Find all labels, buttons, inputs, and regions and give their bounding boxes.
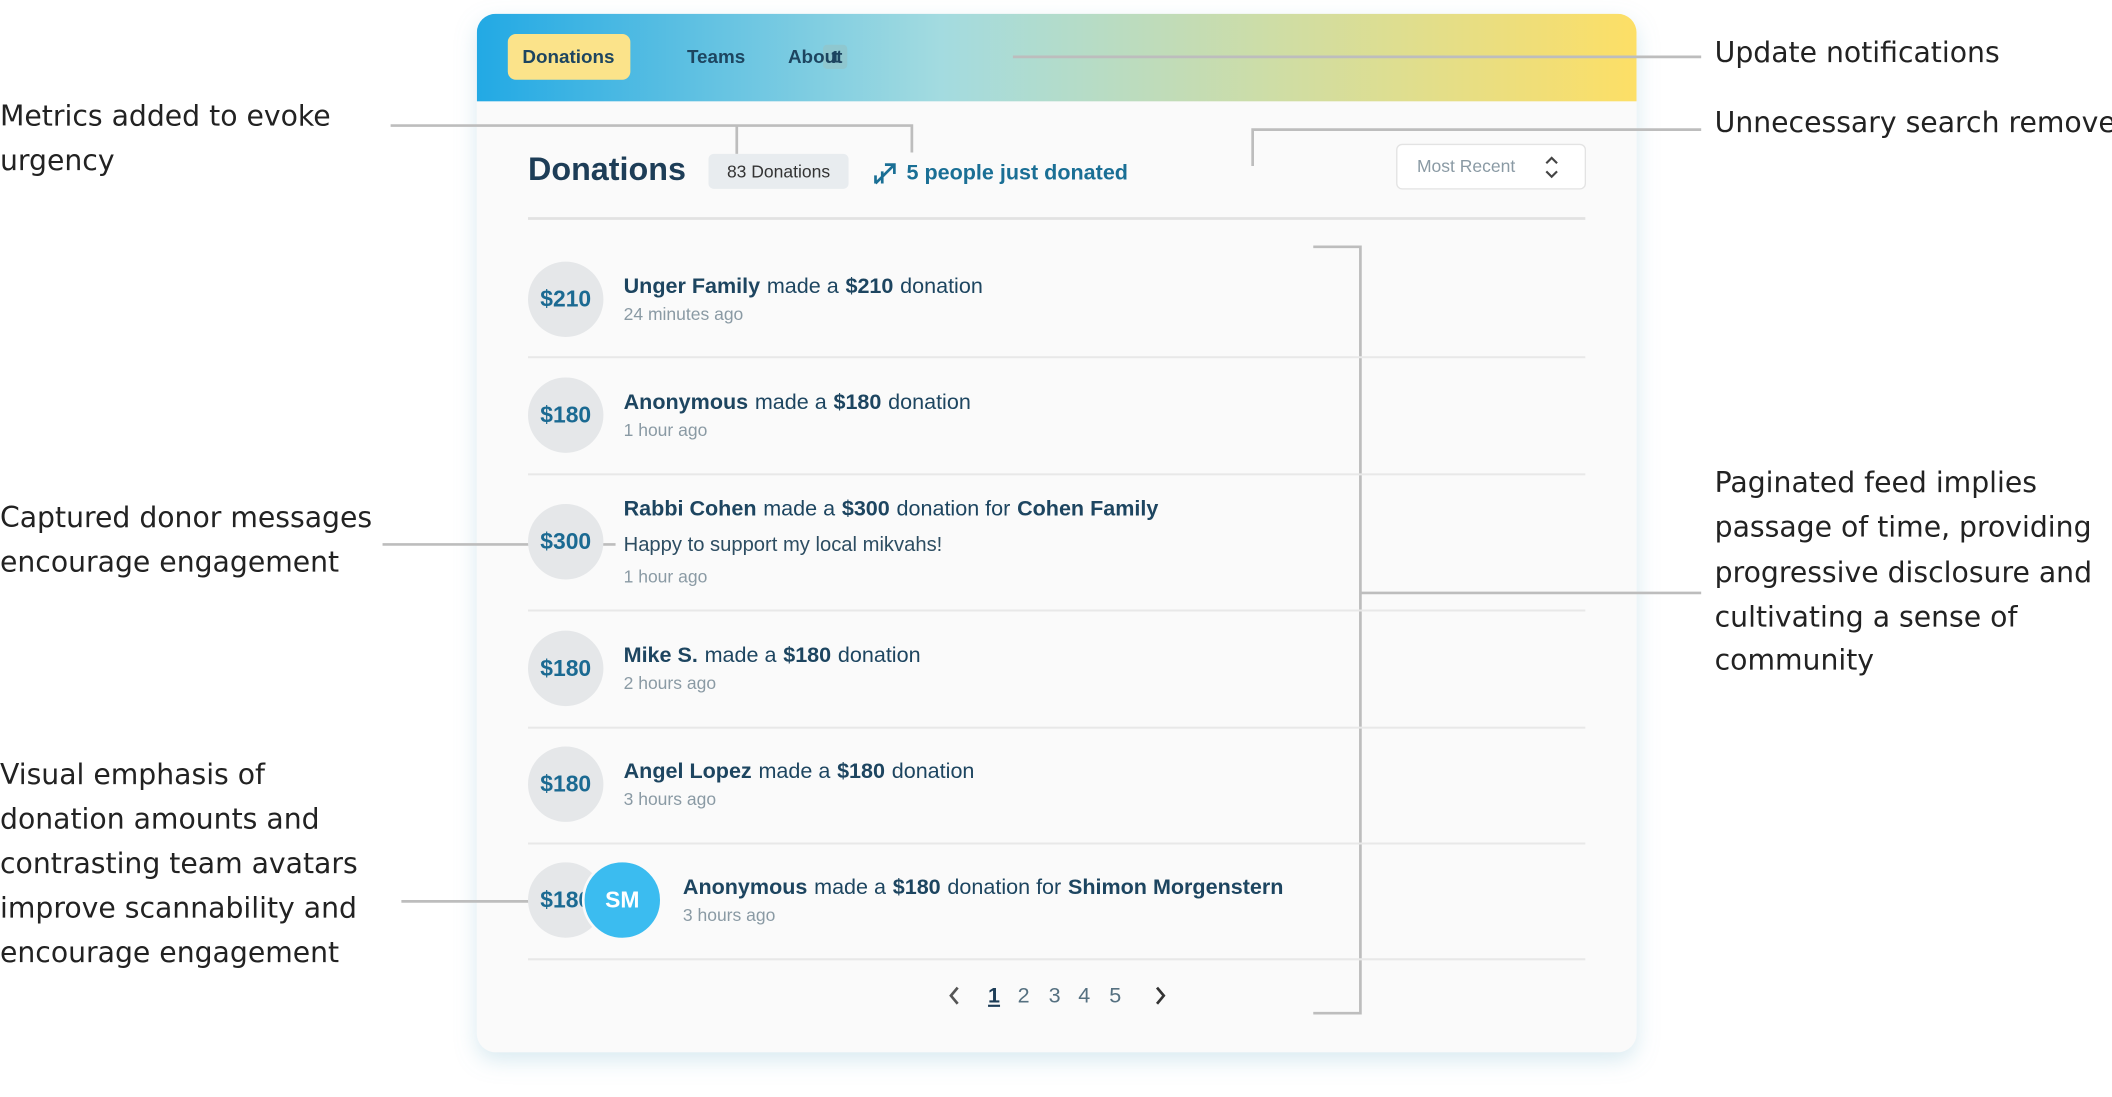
- page-number[interactable]: 3: [1049, 983, 1061, 1008]
- donor-message: Happy to support my local mikvahs!: [624, 534, 943, 556]
- donation-line: Mike S. made a $180 donation: [624, 642, 921, 667]
- text-part: made a: [758, 758, 830, 783]
- text-part: Angel Lopez: [624, 758, 752, 783]
- donation-line: Anonymous made a $180 donation for Shimon Mo…: [683, 874, 1284, 899]
- sort-select[interactable]: [1396, 143, 1587, 190]
- prev-page[interactable]: [949, 986, 959, 1005]
- card: [476, 13, 1637, 1053]
- text-part: Rabbi Cohen: [624, 495, 757, 520]
- text-part: Unger Family: [624, 273, 761, 298]
- nav-tab[interactable]: About: [788, 46, 843, 67]
- text-part: $180: [783, 642, 831, 667]
- text-part: Anonymous: [624, 389, 749, 414]
- amount-avatar: [528, 504, 604, 580]
- text-part: Cohen Family: [1017, 495, 1158, 520]
- text-part: made a: [767, 273, 839, 298]
- donation-line: Rabbi Cohen made a $300 donation for Cohen F…: [624, 495, 1159, 520]
- sort-label: Most Recent: [1417, 156, 1515, 176]
- annotation: Visual emphasis of: [0, 758, 266, 791]
- annotation: Captured donor messages: [0, 501, 372, 534]
- text-part: Shimon Morgenstern: [1068, 874, 1283, 899]
- avatar-amount: $300: [540, 528, 591, 554]
- annotation: Paginated feed implies: [1715, 466, 2037, 499]
- text-part: donation: [888, 389, 971, 414]
- text-part: donation: [900, 273, 983, 298]
- donation-line: Angel Lopez made a $180 donation: [624, 758, 975, 783]
- nav-tab[interactable]: Donations: [522, 46, 614, 67]
- avatar-amount: $180: [540, 402, 591, 428]
- amount-avatar: [528, 862, 604, 938]
- time-ago: 1 hour ago: [624, 420, 708, 440]
- annotation: encourage engagement: [0, 936, 339, 969]
- donation-line: Anonymous made a $180 donation: [624, 389, 971, 414]
- avatar-amount: $180: [540, 771, 591, 797]
- team-initials: SM: [605, 886, 639, 912]
- annotation: Update notifications: [1715, 36, 2000, 69]
- text-part: donation: [892, 758, 975, 783]
- amount-avatar: [528, 630, 604, 707]
- annotation: improve scannability and: [0, 891, 357, 924]
- time-ago: 24 minutes ago: [624, 304, 744, 324]
- time-ago: 1 hour ago: [624, 567, 708, 587]
- sort-icon: [1545, 156, 1558, 179]
- page-number[interactable]: 1: [988, 983, 1000, 1008]
- next-page[interactable]: [1155, 986, 1166, 1005]
- amount-avatar: [528, 746, 604, 822]
- annotation: Metrics added to evoke: [0, 99, 331, 132]
- text-part: $210: [845, 273, 893, 298]
- annotation: contrasting team avatars: [0, 847, 358, 880]
- badge-bg: [822, 44, 848, 69]
- nav-badge: 1: [831, 48, 840, 66]
- count-badge: 83 Donations: [727, 161, 830, 181]
- page-number[interactable]: 5: [1109, 983, 1121, 1008]
- annotation: progressive disclosure and: [1715, 556, 2092, 589]
- leader: [390, 124, 914, 153]
- text-part: donation for: [897, 495, 1011, 520]
- page-number[interactable]: 2: [1018, 983, 1030, 1008]
- text-part: Anonymous: [683, 874, 808, 899]
- amount-avatar: [528, 377, 604, 453]
- text-part: $180: [837, 758, 885, 783]
- leader: [1251, 128, 1702, 166]
- annotation: urgency: [0, 144, 115, 177]
- page-title: Donations: [528, 151, 686, 187]
- amount-avatar: [528, 261, 604, 338]
- avatar-amount: $180: [540, 655, 591, 681]
- text-part: made a: [763, 495, 835, 520]
- count-bg: [708, 153, 849, 189]
- annotation: community: [1715, 644, 1874, 677]
- text-part: donation: [838, 642, 921, 667]
- text-part: donation for: [947, 874, 1061, 899]
- annotation: cultivating a sense of: [1715, 601, 2019, 634]
- annotation: passage of time, providing: [1715, 510, 2092, 543]
- trend-icon: [874, 163, 896, 185]
- text-part: made a: [755, 389, 827, 414]
- annotation: donation amounts and: [0, 803, 320, 836]
- time-ago: 3 hours ago: [683, 905, 775, 925]
- text-part: made a: [705, 642, 777, 667]
- page-number[interactable]: 4: [1078, 983, 1090, 1008]
- annotation: Unnecessary search removed: [1715, 106, 2112, 139]
- annotation: encourage engagement: [0, 545, 339, 578]
- text-part: made a: [814, 874, 886, 899]
- text-part: $180: [833, 389, 881, 414]
- recent-donors: 5 people just donated: [906, 160, 1127, 185]
- time-ago: 2 hours ago: [624, 673, 716, 693]
- text-part: $300: [842, 495, 890, 520]
- text-part: Mike S.: [624, 642, 698, 667]
- active-tab-bg[interactable]: [507, 33, 631, 80]
- donation-line: Unger Family made a $210 donation: [624, 273, 983, 298]
- bracket: [1313, 245, 1362, 1015]
- nav-tab[interactable]: Teams: [687, 46, 745, 67]
- text-part: $180: [893, 874, 941, 899]
- time-ago: 3 hours ago: [624, 789, 716, 809]
- avatar-amount: $210: [540, 286, 591, 312]
- team-avatar: [581, 859, 663, 941]
